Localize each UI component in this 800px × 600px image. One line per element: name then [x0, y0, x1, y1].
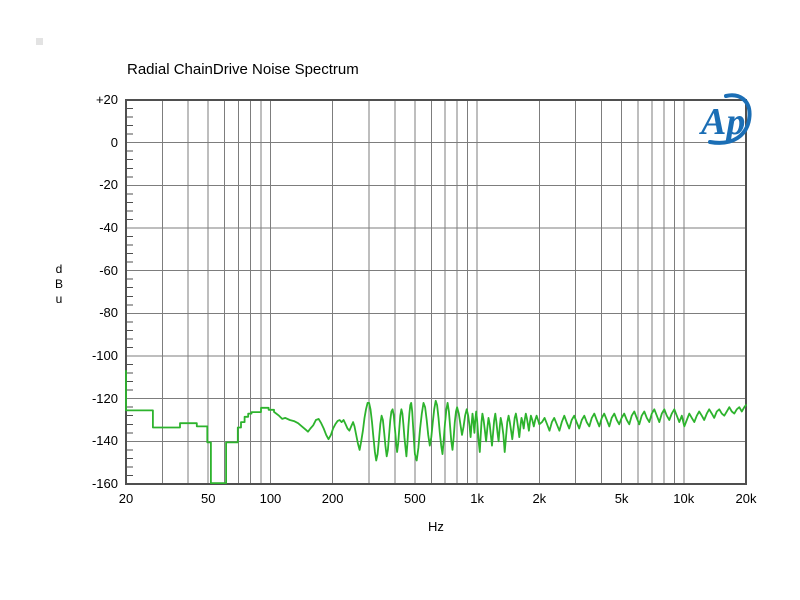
- minor-ticks: [126, 108, 133, 476]
- x-tick-label: 100: [259, 491, 282, 506]
- y-axis-label-d: d: [55, 262, 63, 276]
- logo-text: Ap: [699, 101, 745, 143]
- y-tick-label: -60: [99, 262, 118, 278]
- chart-title: Radial ChainDrive Noise Spectrum: [127, 61, 359, 78]
- x-tick-label: 50: [201, 491, 216, 506]
- y-tick-label: -80: [99, 305, 118, 321]
- window-corner-marker: [36, 38, 43, 45]
- plot-frame: [125, 99, 747, 485]
- y-tick-label: -140: [91, 433, 118, 449]
- x-tick-label: 200: [321, 491, 344, 506]
- x-tick-label: 20: [118, 491, 134, 506]
- x-tick-label: 10k: [673, 491, 695, 506]
- y-tick-label: -40: [99, 220, 118, 235]
- noise-trace: [125, 369, 747, 485]
- x-tick-label: 20k: [735, 491, 757, 506]
- y-tick-label: -100: [91, 348, 118, 363]
- x-tick-label: 1k: [470, 491, 484, 506]
- audio-precision-logo: Ap: [699, 93, 752, 145]
- y-axis-label-u: u: [55, 292, 63, 306]
- x-axis-label: Hz: [428, 519, 444, 534]
- y-axis-label-b: B: [54, 277, 63, 291]
- y-tick-label: 0: [110, 134, 118, 150]
- x-tick-label: 2k: [532, 491, 547, 506]
- logo-arc: [708, 93, 752, 145]
- y-axis-label: d B u: [50, 262, 68, 307]
- y-tick-label: -120: [91, 390, 118, 406]
- y-tick-label: -160: [91, 476, 118, 491]
- x-tick-label: 500: [404, 491, 426, 506]
- x-tick-label: 5k: [614, 491, 629, 506]
- y-tick-label: -20: [99, 177, 118, 193]
- y-tick-label: +20: [95, 92, 118, 107]
- grid-lines: [126, 100, 746, 484]
